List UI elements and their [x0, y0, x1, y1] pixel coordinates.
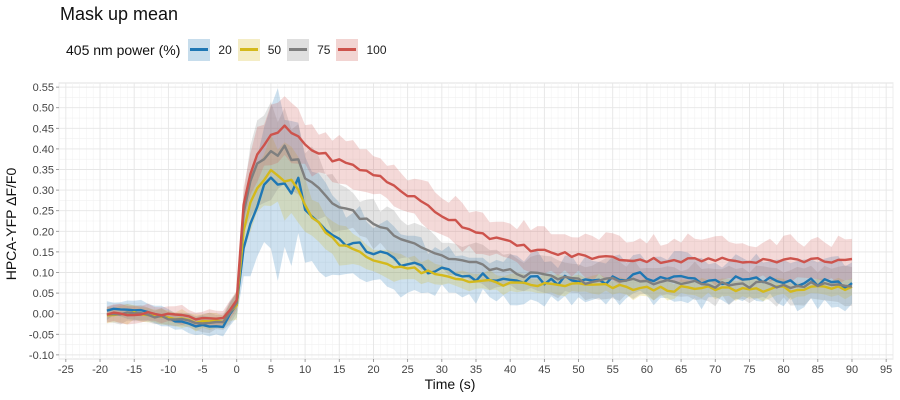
legend-label-75: 75 [317, 43, 331, 57]
x-tick-label: 25 [402, 364, 414, 376]
y-tick-label: 0.20 [33, 226, 54, 238]
x-tick-label: 55 [607, 364, 619, 376]
x-tick-label: 5 [268, 364, 274, 376]
y-tick-label: 0.15 [33, 247, 54, 259]
x-tick-label: -15 [126, 364, 142, 376]
y-tick-label: -0.05 [29, 329, 54, 341]
legend-key-75 [287, 39, 310, 61]
legend-title: 405 nm power (%) [66, 42, 181, 58]
legend-item-50: 50 [237, 39, 282, 61]
legend-key-20 [188, 39, 211, 61]
legend-line-20 [190, 48, 209, 51]
x-tick-label: 45 [538, 364, 550, 376]
x-tick-label: 40 [504, 364, 516, 376]
x-tick-label: 60 [641, 364, 653, 376]
y-tick-label: 0.35 [33, 165, 54, 177]
series-line-layer [106, 124, 853, 329]
y-tick-label: 0.40 [33, 144, 54, 156]
legend-label-20: 20 [218, 43, 232, 57]
axis-ticks: -25 -20 -15 -10 -5 0 5 10 15 20 25 30 35 40 45 50 55 60 65… [29, 82, 892, 376]
y-tick-label: -0.10 [29, 350, 54, 362]
x-tick-label: 95 [880, 364, 892, 376]
x-tick-label: 10 [299, 364, 311, 376]
y-tick-label: 0.30 [33, 185, 54, 197]
x-tick-label: 70 [709, 364, 721, 376]
x-tick-label: 75 [743, 364, 755, 376]
x-tick-label: -10 [160, 364, 176, 376]
legend-label-50: 50 [267, 43, 282, 57]
x-tick-label: -20 [92, 364, 108, 376]
x-tick-label: 35 [470, 364, 482, 376]
legend-line-75 [289, 48, 308, 51]
y-tick-label: 0.55 [33, 82, 54, 94]
y-axis-title-text: HPCA-YFP ΔF/F0 [3, 168, 19, 281]
x-tick-label: 80 [777, 364, 789, 376]
legend-key-100 [336, 39, 359, 61]
x-tick-label: -5 [198, 364, 208, 376]
series-line-100 [106, 124, 853, 321]
legend-item-75: 75 [287, 39, 330, 61]
legend-item-100: 100 [336, 39, 387, 61]
x-tick-label: 65 [675, 364, 687, 376]
x-tick-label: -25 [58, 364, 74, 376]
legend-item-20: 20 [188, 39, 232, 61]
x-axis-title: Time (s) [424, 376, 476, 392]
x-tick-label: 85 [812, 364, 824, 376]
legend-line-50 [239, 48, 258, 51]
x-tick-label: 15 [333, 364, 345, 376]
y-tick-label: 0.00 [33, 309, 54, 321]
y-tick-label: 0.05 [33, 288, 54, 300]
x-tick-label: 0 [234, 364, 240, 376]
legend-key-50 [237, 39, 260, 61]
legend-line-100 [338, 48, 357, 51]
ribbon-100 [106, 96, 852, 328]
x-tick-label: 50 [572, 364, 584, 376]
y-tick-label: 0.45 [33, 123, 54, 135]
y-tick-label: 0.25 [33, 206, 54, 218]
y-axis-title: HPCA-YFP ΔF/F0 [3, 168, 19, 281]
y-tick-label: 0.10 [33, 267, 54, 279]
legend-label-100: 100 [366, 43, 387, 57]
ribbon-20 [106, 88, 852, 337]
x-tick-label: 30 [436, 364, 448, 376]
series-line-75 [106, 144, 853, 325]
x-tick-label: 90 [846, 364, 858, 376]
chart-title: Mask up mean [60, 4, 179, 24]
legend: 405 nm power (%) 20 50 75 100 [66, 38, 393, 62]
y-tick-label: 0.50 [33, 103, 54, 115]
x-tick-label: 20 [367, 364, 379, 376]
